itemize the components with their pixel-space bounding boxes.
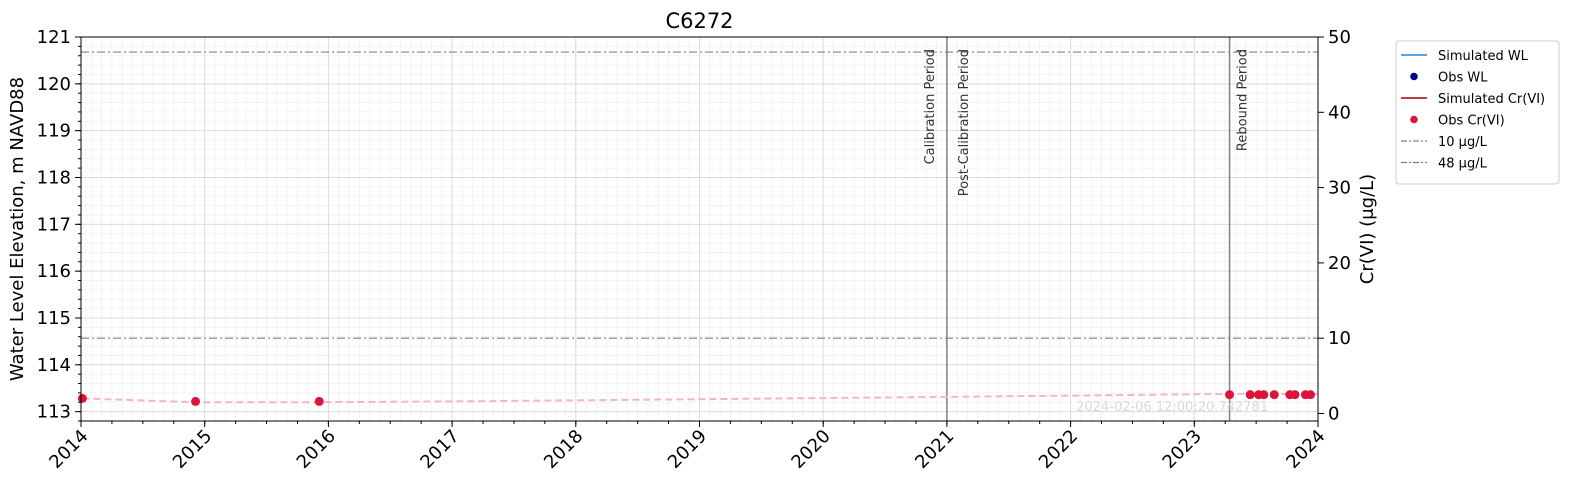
x-tick-label: 2015 <box>169 426 216 473</box>
legend-entry: Obs WL <box>1410 71 1488 86</box>
obs-crvi-point <box>314 396 324 406</box>
x-tick-label: 2021 <box>911 426 958 473</box>
legend-marker <box>1410 72 1418 81</box>
y-tick-label: 114 <box>37 355 71 376</box>
legend-entry: Obs Cr(VI) <box>1410 114 1505 129</box>
legend: Simulated WL Obs WL Simulated Cr(VI) Obs Cr… <box>1395 40 1560 185</box>
y2-tick-label: 20 <box>1328 253 1351 274</box>
obs-crvi-point <box>191 396 201 406</box>
x-tick-label: 2019 <box>664 426 711 473</box>
timestamp-annotation: 2024-02-06 12:00:20.742781 <box>1076 400 1268 415</box>
period-label: Rebound Period <box>1236 49 1251 151</box>
legend-entry: Simulated WL <box>1401 49 1529 64</box>
y2-tick-label: 40 <box>1328 102 1351 123</box>
x-tick-label: 2018 <box>540 426 587 473</box>
x-tick-label: 2022 <box>1035 426 1082 473</box>
y2-tick-label: 10 <box>1328 328 1351 349</box>
y2-tick-label: 30 <box>1328 178 1351 199</box>
period-lines: Calibration Period Post-Calibration Perio… <box>923 37 1251 421</box>
legend-entry: 48 μg/L <box>1401 157 1488 172</box>
legend-label: Simulated Cr(VI) <box>1438 92 1545 107</box>
obs-crvi-point <box>1245 390 1255 400</box>
y2-tick-label: 50 <box>1328 27 1351 48</box>
simulated-crvi-line <box>82 392 1318 404</box>
legend-label: 48 μg/L <box>1438 157 1488 172</box>
x-tick-label: 2017 <box>416 426 463 473</box>
obs-crvi-point <box>77 393 87 403</box>
legend-label: Obs WL <box>1438 71 1488 86</box>
obs-crvi-point <box>1290 390 1300 400</box>
period-label: Calibration Period <box>923 49 938 164</box>
series <box>77 390 1318 406</box>
obs-crvi-point <box>1306 390 1316 400</box>
y-axis-title: Water Level Elevation, m NAVD88 <box>7 77 28 381</box>
x-tick-label: 2016 <box>293 426 340 473</box>
y2-tick-label: 0 <box>1328 403 1339 424</box>
obs-crvi-point <box>1259 390 1269 400</box>
y-tick-label: 113 <box>37 402 71 423</box>
grid <box>80 36 1319 422</box>
legend-entry: 10 μg/L <box>1401 135 1488 150</box>
y-tick-label: 115 <box>37 308 71 329</box>
legend-marker <box>1410 115 1418 124</box>
y2-axis-title: Cr(VI) (μg/L) <box>1357 174 1378 284</box>
y-tick-label: 120 <box>37 74 71 95</box>
period-label: Post-Calibration Period <box>957 49 972 196</box>
x-tick-label: 2014 <box>45 426 92 473</box>
legend-label: 10 μg/L <box>1438 135 1488 150</box>
chart-title: C6272 <box>665 9 733 33</box>
legend-label: Simulated WL <box>1438 49 1529 64</box>
legend-entry: Simulated Cr(VI) <box>1401 92 1545 107</box>
legend-box <box>1395 40 1560 185</box>
y-tick-label: 117 <box>37 214 71 235</box>
x-tick-label: 2023 <box>1159 426 1206 473</box>
y-tick-label: 116 <box>37 261 71 282</box>
legend-label: Obs Cr(VI) <box>1438 114 1505 129</box>
obs-crvi-point <box>1269 390 1279 400</box>
x-tick-label: 2020 <box>787 426 834 473</box>
reference-lines <box>81 51 1318 339</box>
y-tick-label: 119 <box>37 121 71 142</box>
x-tick-label: 2024 <box>1282 426 1329 473</box>
y-tick-label: 118 <box>37 167 71 188</box>
obs-crvi-point <box>1225 390 1235 400</box>
y-tick-label: 121 <box>37 27 71 48</box>
